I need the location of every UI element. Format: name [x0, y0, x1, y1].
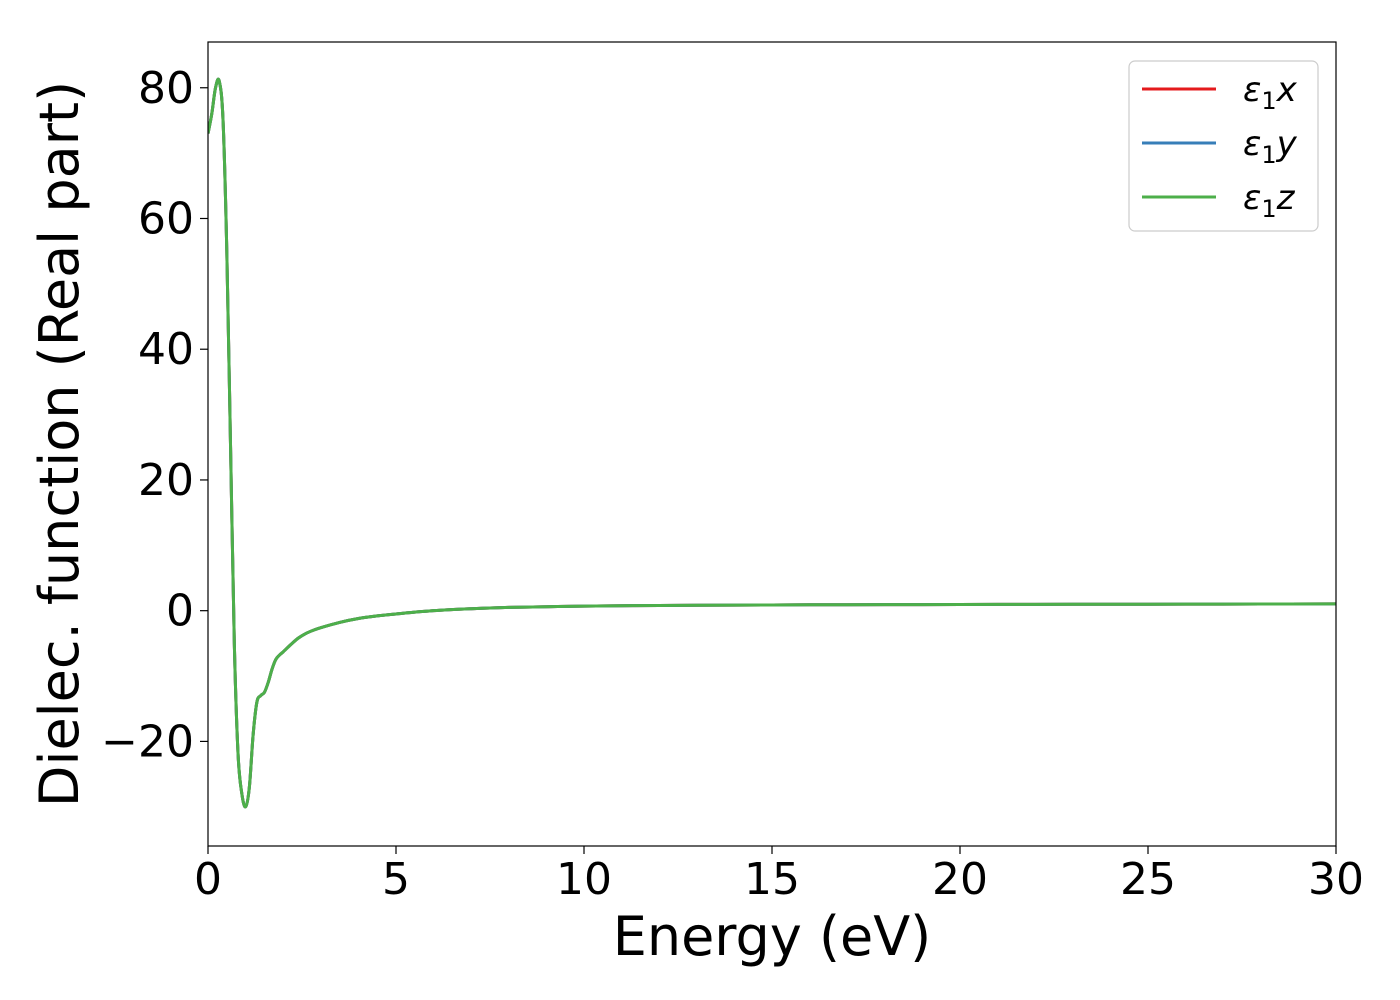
- y-tick-label: −20: [101, 716, 194, 767]
- y-tick-label: 60: [138, 193, 194, 244]
- legend: ε1x ε1y ε1z: [1128, 60, 1319, 232]
- legend-label-z: ε1z: [1243, 178, 1296, 223]
- x-tick-label: 25: [1120, 854, 1176, 905]
- legend-label-x: ε1x: [1243, 70, 1298, 115]
- x-tick-label: 20: [932, 854, 988, 905]
- x-tick-label: 10: [556, 854, 612, 905]
- x-tick-label: 0: [194, 854, 222, 905]
- x-tick-label: 15: [744, 854, 800, 905]
- series-layer: [208, 77, 1336, 809]
- y-axis-label: Dielec. function (Real part): [28, 81, 91, 807]
- y-tick-label: 0: [166, 586, 194, 637]
- y-tick-label: 40: [138, 324, 194, 375]
- ticks-layer: 0 5 10 15 20 25 30 −20 0 20 40 60 80: [101, 63, 1364, 905]
- x-axis-label: Energy (eV): [613, 905, 932, 968]
- series-line-z: [208, 77, 1336, 809]
- y-tick-label: 20: [138, 455, 194, 506]
- legend-box: [1128, 60, 1319, 232]
- legend-label-y: ε1y: [1243, 124, 1298, 169]
- y-tick-label: 80: [138, 63, 194, 114]
- x-tick-label: 30: [1308, 854, 1364, 905]
- x-tick-label: 5: [382, 854, 410, 905]
